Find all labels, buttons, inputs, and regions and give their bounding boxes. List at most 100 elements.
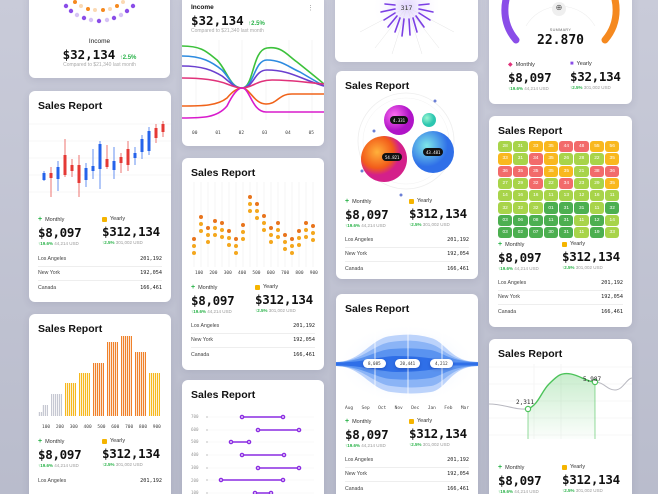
list-item: Los Angeles 201,192 xyxy=(498,276,623,291)
striped-bar-chart xyxy=(38,336,160,416)
monthly-stat: + Monthly $8,097 ↑19.6% 44,214 USD xyxy=(345,198,389,228)
income-lines-x-axis: 00 01 02 03 04 05 xyxy=(192,131,314,136)
heatmap-cell: 11 xyxy=(574,227,589,239)
bubble-label: 43.481 xyxy=(423,148,444,156)
list-item: Canada 166,461 xyxy=(38,285,162,292)
stream-annotation: 20,441 xyxy=(395,359,421,368)
heatmap-cell: 35 xyxy=(543,153,559,165)
heatmap-cell: 30 xyxy=(543,227,559,239)
heatmap-cell: 12 xyxy=(589,214,605,227)
heatmap-cell: 44 xyxy=(559,141,574,153)
heatmap-cell: 23 xyxy=(574,177,589,190)
yearly-stat: Yearly $312,134 ↑2.5% 301,002 USD xyxy=(409,418,467,447)
heatmap-cell: 56 xyxy=(605,141,620,153)
card-title: Sales Report xyxy=(191,167,256,179)
heatmap-cell: 27 xyxy=(498,177,513,190)
list-item: Canada 166,461 xyxy=(498,309,623,316)
dot-scatter-x-axis: 100 200 300 400 500 600 700 800 900 xyxy=(195,271,318,276)
card-title: Sales Report xyxy=(345,303,410,315)
list-item: New York 192,054 xyxy=(345,468,469,482)
heatmap-cell: 19 xyxy=(589,227,605,239)
more-vertical-icon[interactable]: ⋮ xyxy=(307,5,314,12)
heatmap-cell: 21 xyxy=(574,165,589,177)
monthly-stat: + Monthly $8,097 ↑19.6% 44,214 USD xyxy=(191,284,235,314)
heatmap-cell: 31 xyxy=(513,141,528,153)
heatmap-cell: 22 xyxy=(543,177,559,190)
heatmap-cell: 55 xyxy=(589,141,605,153)
heatmap-card: Sales Report 28 31 33 35 44 48 55 56 33 31 34 35 26 2… xyxy=(489,116,632,327)
heatmap-cell: 32 xyxy=(528,202,543,214)
list-item: Canada 166,461 xyxy=(345,266,469,273)
heatmap-cell: 34 xyxy=(528,153,543,165)
heatmap-cell: 29 xyxy=(589,177,605,190)
heatmap-cell: 03 xyxy=(498,214,513,227)
yearly-stat: Yearly $312,134 ↑2.5% 301,002 USD xyxy=(255,284,313,313)
heatmap-cell: 16 xyxy=(589,190,605,202)
stream-annotation: 8,085 xyxy=(363,359,386,368)
bar-chart-card: Sales Report 100 200 300 400 500 600 700 800 900… xyxy=(29,314,171,494)
heatmap-cell: 48 xyxy=(574,141,589,153)
heatmap-cell: 35 xyxy=(605,177,620,190)
crosshair-icon: ⊕ xyxy=(555,3,563,12)
line-highlight-card: Sales Report 2,311 5,987 + Monthly $8,097… xyxy=(489,339,632,494)
candlestick-chart xyxy=(29,121,171,197)
heatmap-cell: 35 xyxy=(559,165,574,177)
summary-value: 22.870 xyxy=(537,33,584,48)
heatmap-cell: 12 xyxy=(574,190,589,202)
radial-bar-chart xyxy=(359,0,455,55)
heatmap-cell: 11 xyxy=(574,214,589,227)
yearly-stat: Yearly $312,134 ↑2.5% 301,002 USD xyxy=(562,241,620,270)
income-lines-card: Income ⋮ $32,134 ↑2.5% Compared to $21,3… xyxy=(182,0,324,146)
region-list: Los Angeles 201,192 New York 192,054 Canad… xyxy=(498,276,623,320)
monthly-stat: + Monthly $8,097 ↑19.6% 44,214 USD xyxy=(38,438,82,468)
point-label: 5,987 xyxy=(583,376,602,383)
monthly-stat: + Monthly $8,097 ↑19.6% 44,214 USD xyxy=(498,464,542,494)
dot-scatter-chart xyxy=(192,182,315,267)
card-title: Sales Report xyxy=(345,80,410,92)
list-item: Los Angeles 201,192 xyxy=(38,478,162,485)
heatmap-cell: 06 xyxy=(513,214,528,227)
income-lines-value: $32,134 xyxy=(191,13,244,28)
yearly-stat: Yearly $312,134 ↑2.5% 301,002 USD xyxy=(409,198,467,227)
list-item: New York 192,054 xyxy=(345,248,469,262)
region-list: Los Angeles 201,192 New York 192,054 Canad… xyxy=(345,233,469,277)
heatmap-cell: 34 xyxy=(559,177,574,190)
heatmap-cell: 35 xyxy=(528,165,543,177)
region-list: Los Angeles 201,192 New York 192,054 Canad… xyxy=(38,252,162,296)
heatmap-cell: 35 xyxy=(543,165,559,177)
heatmap-cell: 32 xyxy=(605,202,620,214)
dot-scatter-card: Sales Report 100 200 300 400 500 600 700 xyxy=(182,158,324,370)
list-item: New York 192,054 xyxy=(191,334,315,348)
card-title: Sales Report xyxy=(191,389,256,401)
heatmap-cell: 35 xyxy=(543,141,559,153)
region-list: Los Angeles 201,192 New York 192,054 Canad… xyxy=(191,319,315,363)
summary-label: SUMMARY xyxy=(549,28,572,32)
radial-value: 317 xyxy=(400,4,413,12)
heatmap-cell: 28 xyxy=(574,153,589,165)
gauge-chart xyxy=(501,0,620,44)
heatmap-cell: 33 xyxy=(605,227,620,239)
yearly-stat: Yearly $312,134 ↑2.5% 301,002 USD xyxy=(102,438,160,467)
heatmap-cell: 38 xyxy=(589,165,605,177)
income-compare: Compared to $21,340 last month xyxy=(63,62,136,68)
list-item: Los Angeles 201,192 xyxy=(345,233,469,248)
heatmap-cell: 32 xyxy=(498,202,513,214)
income-radial-card: Income $32,134 ↑2.5% Compared to $21,340… xyxy=(29,0,170,78)
income-lines-title: Income xyxy=(191,4,214,11)
heatmap-cell: 36 xyxy=(498,165,513,177)
heatmap-cell: 28 xyxy=(498,141,513,153)
monthly-stat: ◆ Monthly $8,097 ↑19.6% 44,214 USD xyxy=(508,61,552,92)
heatmap-cell: 11 xyxy=(589,202,605,214)
heatmap-cell: 13 xyxy=(559,190,574,202)
card-title: Sales Report xyxy=(498,125,563,137)
list-item: New York 192,054 xyxy=(498,291,623,305)
bubble-chart xyxy=(357,92,455,197)
bubble-card: Sales Report 4.331 54.821 43.481 + Monthl… xyxy=(336,71,478,279)
candlestick-card: Sales Report + Monthly $8,097 xyxy=(29,91,171,302)
heatmap-cell: 31 xyxy=(559,227,574,239)
card-title: Sales Report xyxy=(498,348,563,360)
monthly-stat: + Monthly $8,097 ↑19.6% 44,214 USD xyxy=(498,241,542,271)
heatmap-cell: 11 xyxy=(605,190,620,202)
radial-bars-card: 317 xyxy=(335,0,478,62)
heatmap-cell: 01 xyxy=(543,202,559,214)
